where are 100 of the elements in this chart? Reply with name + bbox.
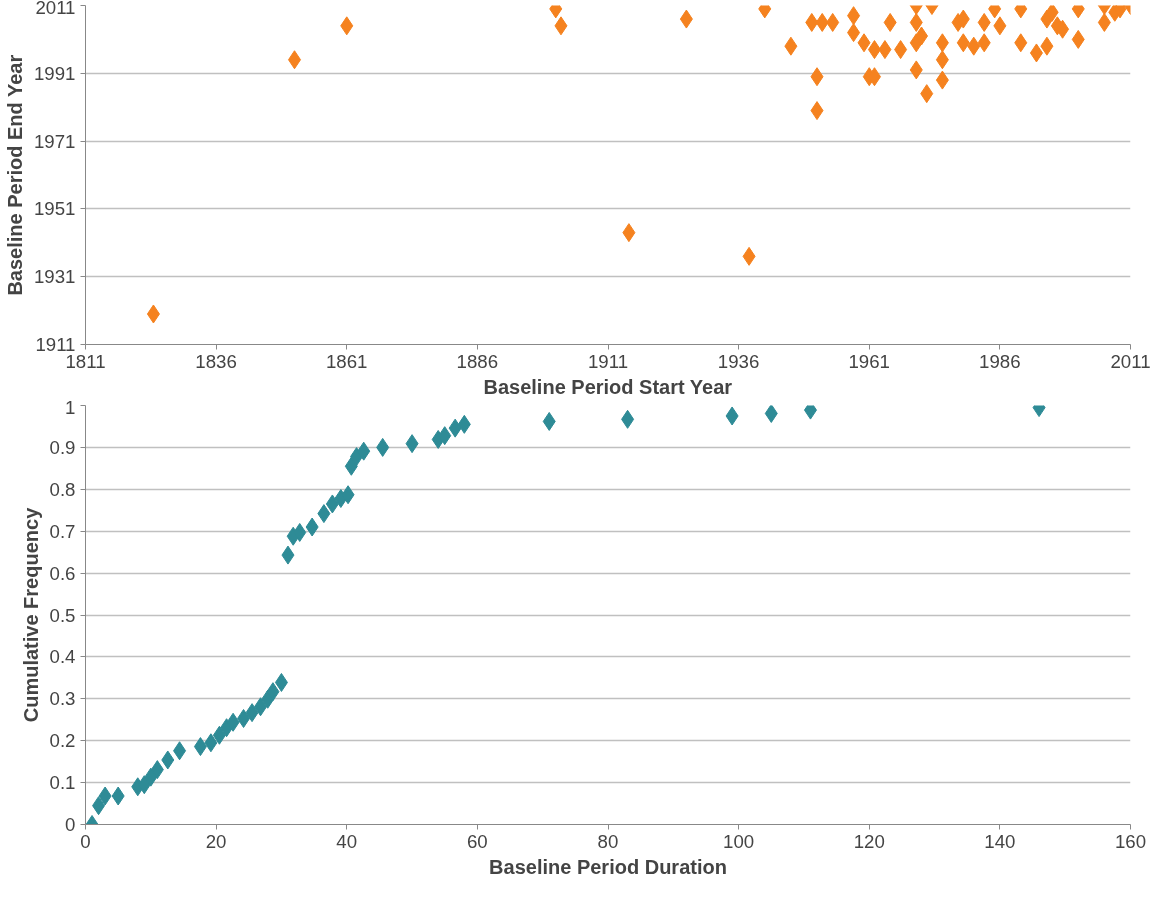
x-tick-label: 80 xyxy=(597,830,619,852)
point xyxy=(977,33,991,53)
y-axis-title: Baseline Period End Year xyxy=(4,54,26,296)
y-tick-label: 0.3 xyxy=(49,688,76,710)
point xyxy=(935,33,949,53)
y-tick-label: 1991 xyxy=(34,62,76,84)
y-tick-label: 0 xyxy=(65,814,76,835)
point xyxy=(448,418,462,438)
point xyxy=(542,411,556,431)
x-tick-label: 160 xyxy=(1114,830,1147,852)
point xyxy=(340,16,354,36)
point xyxy=(357,441,371,461)
point xyxy=(1097,12,1111,32)
point xyxy=(111,786,125,806)
point xyxy=(784,36,798,56)
point xyxy=(344,456,358,476)
point xyxy=(554,16,568,36)
x-tick-label: 1861 xyxy=(326,350,368,372)
point xyxy=(173,741,187,761)
point xyxy=(847,6,861,26)
point xyxy=(98,786,112,806)
point xyxy=(274,672,288,692)
point xyxy=(457,414,471,434)
point xyxy=(679,9,693,29)
x-tick-label: 1936 xyxy=(717,350,760,372)
point xyxy=(237,708,251,728)
y-tick-label: 0.9 xyxy=(49,436,76,458)
point xyxy=(1029,43,1043,63)
x-tick-label: 1986 xyxy=(979,350,1021,372)
point xyxy=(193,737,207,757)
point xyxy=(894,40,908,60)
point xyxy=(878,40,892,60)
point xyxy=(254,697,268,717)
point xyxy=(967,36,981,56)
point xyxy=(867,40,881,60)
y-tick-label: 0.6 xyxy=(49,562,76,584)
point xyxy=(1071,29,1085,49)
point xyxy=(150,760,164,780)
x-tick-label: 1961 xyxy=(848,350,891,372)
x-tick-label: 1886 xyxy=(456,350,499,372)
point xyxy=(1014,33,1028,53)
point xyxy=(305,517,319,537)
point xyxy=(226,712,240,732)
x-axis-title: Baseline Period Start Year xyxy=(483,375,733,398)
y-tick-label: 0.7 xyxy=(49,520,76,542)
point xyxy=(438,426,452,446)
point xyxy=(857,33,871,53)
y-tick-label: 0.5 xyxy=(49,604,76,626)
x-tick-label: 60 xyxy=(467,830,488,852)
x-tick-label: 20 xyxy=(205,830,227,852)
x-tick-label: 0 xyxy=(80,830,91,852)
point xyxy=(956,33,970,53)
x-tick-label: 1836 xyxy=(195,350,237,372)
point xyxy=(1045,5,1059,22)
x-tick-label: 140 xyxy=(984,830,1016,852)
point xyxy=(146,304,160,324)
y-tick-label: 1951 xyxy=(34,198,76,220)
point xyxy=(1056,19,1070,39)
x-tick-label: 120 xyxy=(853,830,885,852)
y-tick-label: 0.1 xyxy=(49,772,76,794)
point xyxy=(341,485,355,505)
point xyxy=(909,60,923,80)
point xyxy=(245,703,259,723)
point xyxy=(725,406,739,426)
point xyxy=(622,223,636,243)
y-tick-label: 2011 xyxy=(35,0,76,18)
point xyxy=(92,796,106,816)
point xyxy=(920,84,934,104)
y-tick-label: 1931 xyxy=(34,266,76,288)
point xyxy=(266,682,280,702)
y-axis-title: Cumulative Frequency xyxy=(19,506,42,723)
x-tick-label: 2011 xyxy=(1110,350,1151,372)
point xyxy=(909,12,923,32)
point xyxy=(977,12,991,32)
point xyxy=(764,405,778,423)
point xyxy=(847,23,861,43)
point xyxy=(621,409,635,429)
point xyxy=(742,246,756,266)
y-tick-label: 1971 xyxy=(34,130,76,152)
point xyxy=(405,434,419,454)
point xyxy=(993,16,1007,36)
x-tick-label: 100 xyxy=(723,830,755,852)
y-tick-label: 0.8 xyxy=(49,478,76,500)
y-tick-label: 0.2 xyxy=(49,730,76,752)
point xyxy=(317,504,331,524)
y-tick-label: 1 xyxy=(65,396,76,418)
point xyxy=(325,494,339,514)
point xyxy=(883,12,897,32)
x-tick-label: 1911 xyxy=(587,350,629,372)
point xyxy=(935,70,949,90)
y-tick-label: 0.4 xyxy=(49,646,76,668)
point xyxy=(293,522,307,542)
point xyxy=(826,12,840,32)
x-axis-title: Baseline Period Duration xyxy=(489,855,727,878)
point xyxy=(161,750,175,770)
point xyxy=(212,725,226,745)
point xyxy=(376,437,390,457)
point xyxy=(810,101,824,121)
point xyxy=(204,733,218,753)
point xyxy=(956,9,970,29)
